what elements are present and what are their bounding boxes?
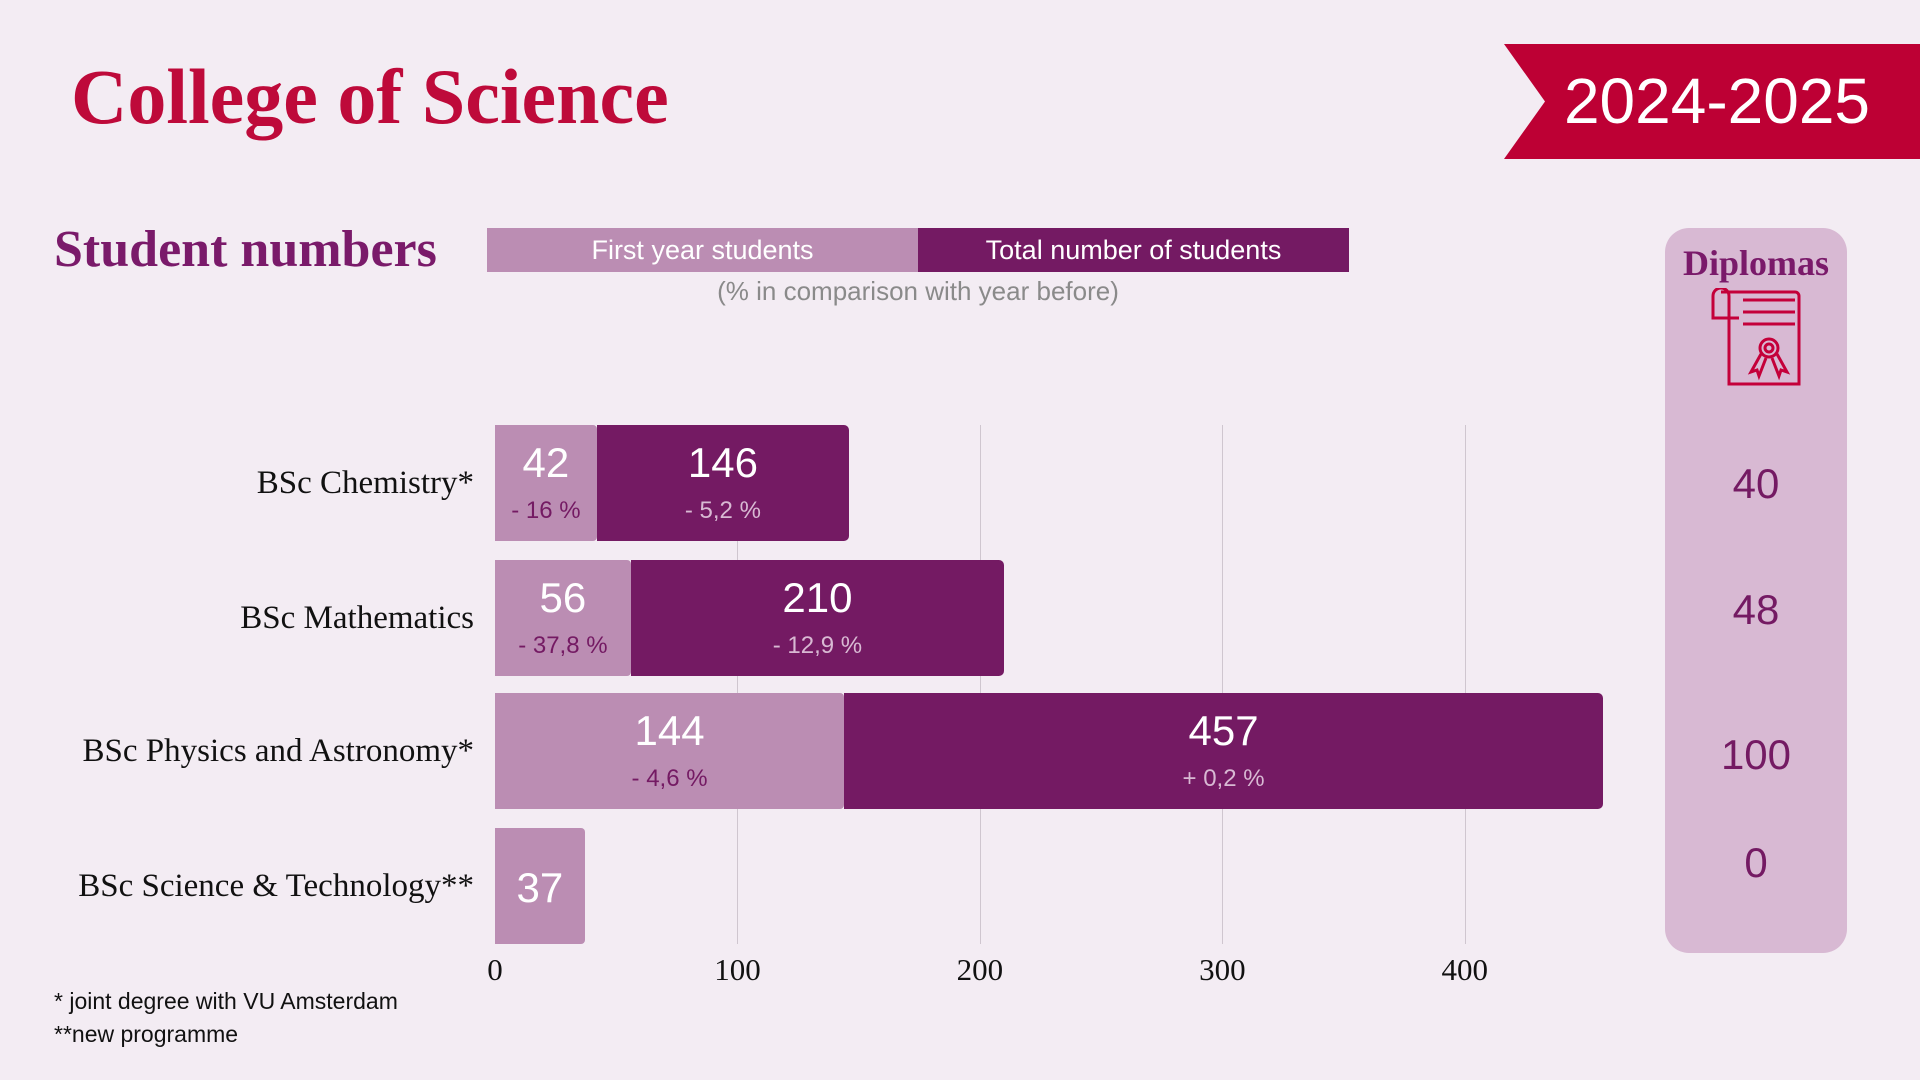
footnote: * joint degree with VU Amsterdam xyxy=(54,988,398,1014)
bar-first-year: 144 - 4,6 % xyxy=(495,693,845,809)
x-tick-label: 400 xyxy=(1441,952,1489,987)
category-label: BSc Physics and Astronomy* xyxy=(82,733,474,769)
diploma-value: 0 xyxy=(1744,839,1768,886)
gridline xyxy=(1222,425,1224,944)
section-title: Student numbers xyxy=(54,221,437,278)
bar-total: 457 + 0,2 % xyxy=(844,693,1603,809)
bar-value: 457 xyxy=(1188,707,1259,754)
diploma-certificate-icon xyxy=(1711,288,1801,386)
bar-value: 37 xyxy=(516,864,564,911)
gridline xyxy=(1464,425,1466,944)
year-label: 2024-2025 xyxy=(1563,65,1870,137)
diploma-value: 100 xyxy=(1720,731,1792,778)
legend-total: Total number of students xyxy=(918,228,1349,272)
gridline xyxy=(737,425,739,944)
diplomas-title: Diplomas xyxy=(1682,243,1830,283)
bar-value: 56 xyxy=(539,574,587,621)
bar-change: - 12,9 % xyxy=(772,632,863,659)
bar-value: 144 xyxy=(634,707,705,754)
gridline xyxy=(979,425,981,944)
bar-first-year: 42 - 16 % xyxy=(495,425,597,541)
diplomas-panel: Diplomas 40 48 100 0 xyxy=(1665,228,1847,953)
legend-first-year: First year students xyxy=(487,228,918,272)
page-title: College of Science xyxy=(71,53,669,140)
bar-total: 146 - 5,2 % xyxy=(596,425,849,541)
diploma-value: 40 xyxy=(1732,460,1780,507)
x-tick-label: 100 xyxy=(714,952,761,987)
category-label: BSc Science & Technology** xyxy=(78,868,474,904)
bar-change: - 5,2 % xyxy=(684,497,761,524)
category-label: BSc Mathematics xyxy=(240,600,474,636)
footnote: **new programme xyxy=(54,1021,239,1047)
legend-note: (% in comparison with year before) xyxy=(717,276,1119,306)
diploma-value: 48 xyxy=(1732,586,1780,633)
bar-first-year: 37 xyxy=(495,828,585,944)
x-tick-label: 0 xyxy=(487,952,503,987)
bar-change: + 0,2 % xyxy=(1182,765,1265,792)
category-label: BSc Chemistry* xyxy=(256,465,474,501)
bar-value: 42 xyxy=(522,439,570,486)
bar-first-year: 56 - 37,8 % xyxy=(495,560,631,676)
bar-value: 146 xyxy=(687,439,758,486)
bar-value: 210 xyxy=(782,574,853,621)
x-tick-label: 200 xyxy=(956,952,1004,987)
bar-change: - 4,6 % xyxy=(631,765,708,792)
x-tick-label: 300 xyxy=(1199,952,1246,987)
bar-total: 210 - 12,9 % xyxy=(630,560,1005,676)
bar-change: - 37,8 % xyxy=(518,632,608,659)
year-banner xyxy=(1504,44,1920,159)
bar-change: - 16 % xyxy=(511,497,581,524)
